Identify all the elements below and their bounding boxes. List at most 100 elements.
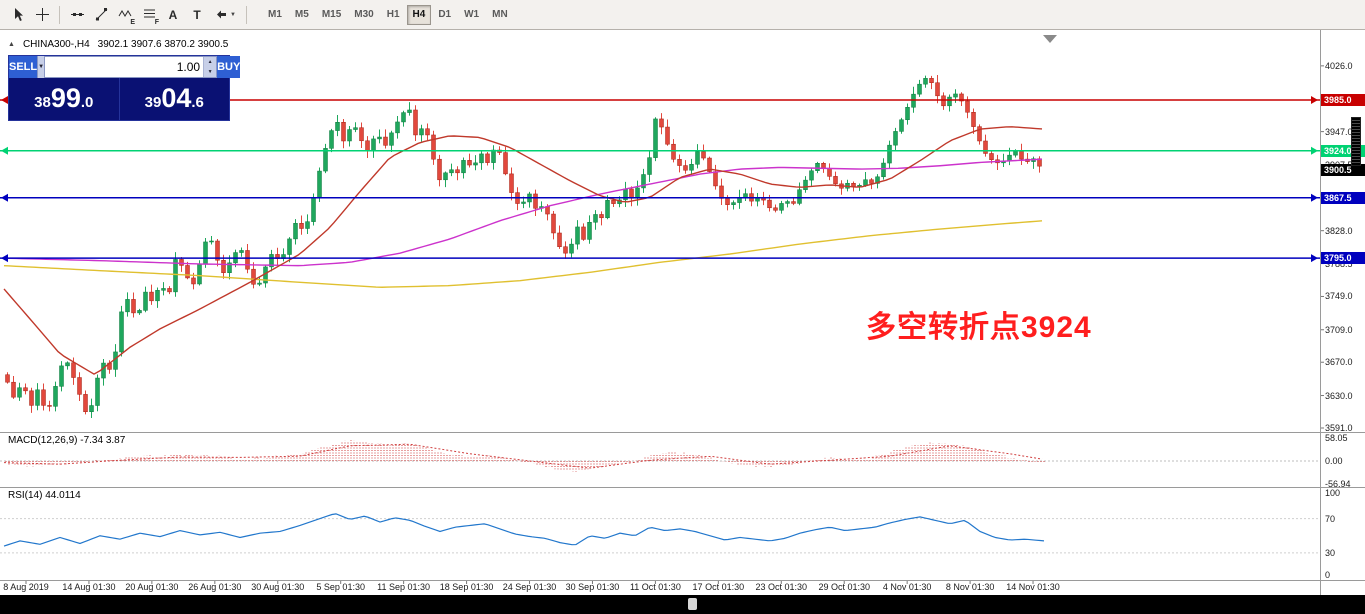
timeframe-w1[interactable]: W1: [458, 5, 485, 25]
rsi-axis-label: 70: [1325, 513, 1336, 524]
macd-axis-label: 0.00: [1325, 456, 1343, 466]
time-axis-label: 5 Sep 01:30: [316, 582, 365, 592]
label-tool-button[interactable]: T: [185, 3, 209, 27]
macd-title: MACD(12,26,9) -7.34 3.87: [8, 435, 126, 446]
timeframe-mn[interactable]: MN: [486, 5, 514, 25]
text-tool-button[interactable]: A: [161, 3, 185, 27]
volume-box: ▲ ▼: [44, 56, 218, 78]
price-axis-separator: [1320, 30, 1321, 595]
volume-stepper: ▲ ▼: [203, 57, 217, 77]
buy-button[interactable]: BUY: [217, 56, 241, 78]
elliott-letter: E: [130, 18, 135, 26]
symbol-info: ▲ CHINA300-,H4 3902.1 3907.6 3870.2 3900…: [8, 39, 228, 50]
time-axis-label: 26 Aug 01:30: [188, 582, 242, 592]
time-axis-label: 18 Sep 01:30: [439, 582, 494, 592]
rsi-axis-label: 0: [1325, 570, 1331, 580]
chevron-down-icon: ▼: [230, 11, 236, 18]
macd-axis-label: 58.05: [1325, 432, 1348, 443]
elliott-wave-tool-button[interactable]: E: [113, 3, 137, 27]
timeframe-m5[interactable]: M5: [289, 5, 315, 25]
time-axis-separator: [0, 580, 1365, 581]
timeframe-m30[interactable]: M30: [348, 5, 379, 25]
buy-price[interactable]: 39 04.6: [144, 83, 204, 113]
symbol-ohlc: 3902.1 3907.6 3870.2 3900.5: [97, 39, 229, 50]
price-axis-label: 3670.0: [1325, 357, 1353, 368]
macd-histogram: [5, 440, 1045, 472]
price-axis-label: 3591.0: [1325, 422, 1353, 433]
panel-divider: [118, 78, 120, 120]
time-axis-label: 8 Aug 2019: [3, 582, 49, 592]
toolbar: E F A T ▼ M1 M5 M15 M30 H1 H4 D1 W1 MN: [0, 0, 1365, 30]
macd-signal-line: [3, 443, 1043, 469]
symbol-name: CHINA300-,H4: [22, 39, 90, 50]
time-axis-label: 11 Sep 01:30: [377, 582, 431, 592]
cursor-icon: [14, 8, 23, 21]
volume-input[interactable]: [45, 57, 204, 77]
crosshair-icon: [35, 8, 49, 21]
label-tool-icon: T: [193, 7, 201, 22]
toolbar-separator: [59, 5, 60, 24]
fibonacci-icon: [143, 9, 155, 18]
time-axis-label: 17 Oct 01:30: [692, 582, 745, 592]
time-axis-label: 8 Nov 01:30: [945, 582, 995, 592]
taskbar[interactable]: [0, 595, 1365, 614]
price-axis-label: 3947.0: [1325, 126, 1353, 137]
time-axis-label: 23 Oct 01:30: [755, 582, 808, 592]
timeframe-m1[interactable]: M1: [262, 5, 288, 25]
level-price-label: 3985.0: [1321, 93, 1365, 106]
rsi-axis-label: 100: [1325, 487, 1341, 498]
trendline-icon: [95, 8, 107, 21]
timeframe-m15[interactable]: M15: [316, 5, 347, 25]
sell-price[interactable]: 38 99.0: [34, 83, 94, 113]
time-axis-label: 30 Sep 01:30: [565, 582, 620, 592]
crosshair-tool-button[interactable]: [30, 3, 54, 27]
time-axis-label: 11 Oct 01:30: [629, 582, 681, 592]
horizontal-line-tool-button[interactable]: [65, 3, 89, 27]
time-axis-label: 24 Sep 01:30: [502, 582, 557, 592]
time-axis-label: 14 Nov 01:30: [1006, 582, 1060, 592]
cursor-tool-button[interactable]: [6, 3, 30, 27]
time-axis-label: 29 Oct 01:30: [818, 582, 870, 592]
sell-button[interactable]: SELL: [9, 56, 38, 78]
bid-price-label: 3900.5: [1321, 164, 1365, 177]
price-axis-label: 3749.0: [1325, 291, 1353, 302]
toolbar-separator: [246, 5, 247, 24]
timeframe-d1[interactable]: D1: [432, 5, 457, 25]
price-axis-label: 3828.0: [1325, 225, 1353, 236]
timeframe-group: M1 M5 M15 M30 H1 H4 D1 W1 MN: [262, 4, 514, 25]
price-scale-grip[interactable]: [1351, 117, 1361, 166]
level-price-label: 3795.0: [1321, 252, 1365, 265]
trendline-tool-button[interactable]: [89, 3, 113, 27]
rsi-axis-label: 30: [1325, 547, 1336, 558]
arrows-icon: [217, 10, 227, 19]
horizontal-line-icon: [70, 13, 84, 16]
time-axis-label: 20 Aug 01:30: [125, 582, 179, 592]
chart-annotation-text: 多空转折点3924: [866, 311, 1092, 344]
one-click-toggle-icon[interactable]: ▲: [8, 41, 15, 48]
time-axis-label: 30 Aug 01:30: [251, 582, 305, 592]
taskbar-icon[interactable]: [688, 598, 697, 610]
timeframe-h1[interactable]: H1: [381, 5, 406, 25]
arrows-tool-button[interactable]: ▼: [209, 3, 241, 27]
macd-axis-label: -56.94: [1325, 478, 1351, 489]
chevron-down-icon: ▼: [38, 64, 45, 70]
price-axis-label: 3709.0: [1325, 324, 1353, 335]
level-price-label: 3867.5: [1321, 191, 1365, 204]
text-tool-icon: A: [168, 7, 178, 22]
fibonacci-letter: F: [154, 18, 159, 26]
volume-up-button[interactable]: ▲: [204, 57, 216, 67]
price-axis-label: 3630.0: [1325, 390, 1353, 401]
volume-down-button[interactable]: ▼: [204, 67, 216, 77]
rsi-panel-separator: [0, 487, 1365, 488]
price-axis-label: 4026.0: [1325, 60, 1353, 71]
time-axis-label: 4 Nov 01:30: [882, 582, 932, 592]
time-axis-label: 14 Aug 01:30: [62, 582, 116, 592]
rsi-line: [3, 513, 1045, 547]
elliott-wave-icon: [118, 10, 131, 17]
rsi-title: RSI(14) 44.0114: [8, 490, 81, 501]
order-type-dropdown[interactable]: ▼: [37, 56, 45, 78]
fibonacci-tool-button[interactable]: F: [137, 3, 161, 27]
macd-panel-separator: [0, 432, 1365, 433]
timeframe-h4[interactable]: H4: [406, 4, 432, 25]
